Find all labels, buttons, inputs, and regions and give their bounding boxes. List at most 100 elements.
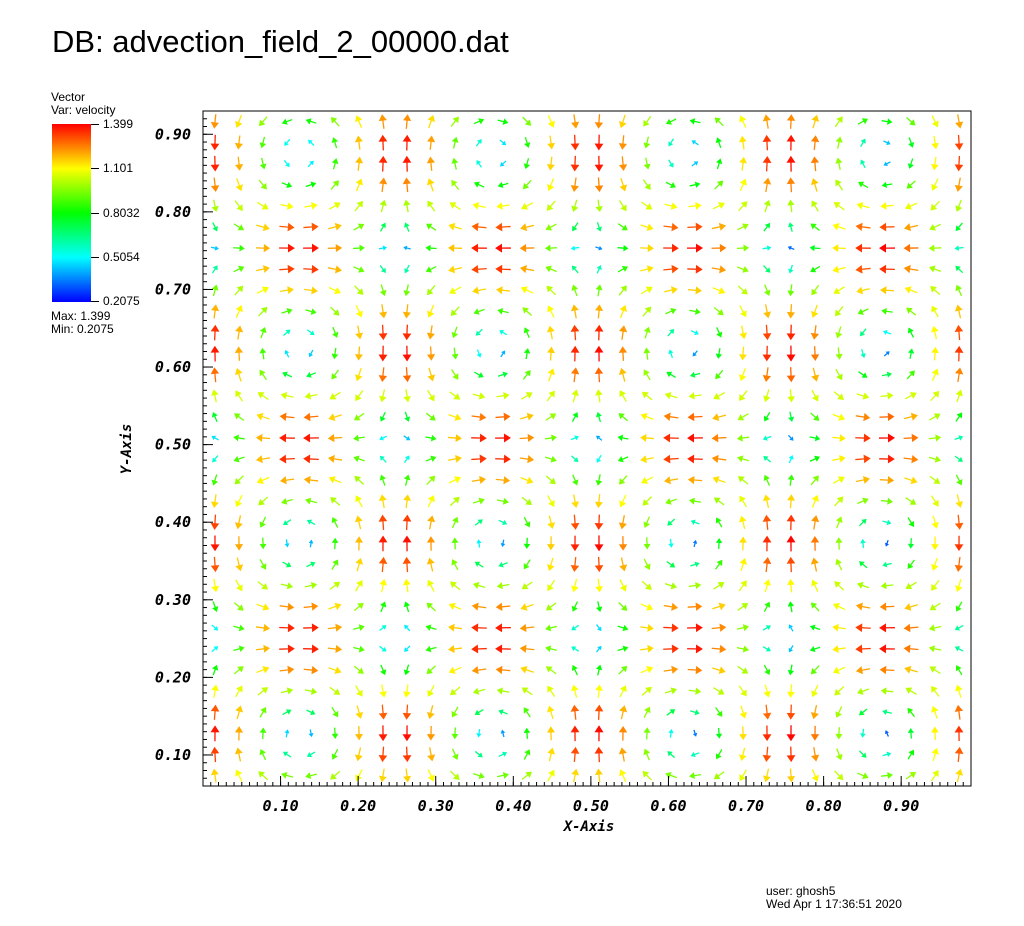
user-info: user: ghosh5 Wed Apr 1 17:36:51 2020 — [766, 885, 902, 911]
vector-arrow — [640, 223, 654, 231]
vector-arrow — [879, 222, 895, 232]
vector-arrow — [210, 746, 220, 763]
vector-arrow — [378, 155, 388, 172]
vector-arrow — [668, 138, 675, 147]
vector-arrow — [618, 114, 627, 129]
vector-arrow — [427, 769, 435, 782]
vector-arrow — [879, 476, 895, 485]
vector-arrow — [763, 684, 771, 698]
vector-arrow — [354, 285, 364, 295]
vector-arrow — [762, 704, 772, 720]
vector-arrow — [472, 497, 485, 505]
vector-arrow — [954, 367, 964, 383]
vector-arrow — [739, 515, 747, 530]
vector-arrow — [448, 222, 462, 231]
vector-arrow — [832, 455, 846, 463]
vector-arrow — [857, 687, 870, 695]
vector-arrow — [233, 434, 245, 442]
vector-arrow — [378, 245, 388, 251]
vector-arrow — [856, 392, 870, 400]
vector-arrow — [762, 535, 772, 552]
vector-arrow — [855, 454, 871, 464]
vector-arrow — [810, 156, 820, 172]
vector-arrow — [811, 200, 819, 212]
vector-arrow — [810, 223, 820, 231]
vector-arrow — [404, 645, 411, 652]
vector-arrow — [856, 286, 870, 295]
vector-arrow — [471, 602, 487, 611]
x-tick-label: 0.90 — [883, 797, 919, 815]
vector-arrow — [496, 771, 509, 779]
vector-arrow — [832, 413, 846, 421]
vector-arrow — [519, 644, 535, 653]
vector-arrow — [425, 624, 437, 631]
vector-arrow — [474, 371, 484, 378]
vector-arrow — [234, 515, 243, 530]
vector-arrow — [500, 539, 506, 548]
vector-arrow — [687, 433, 703, 443]
vector-arrow — [762, 156, 772, 172]
vector-arrow — [499, 330, 508, 336]
vector-arrow — [834, 116, 843, 128]
vector-arrow — [280, 687, 294, 695]
vector-arrow — [378, 134, 388, 151]
vector-arrow — [283, 159, 290, 168]
vector-arrow — [520, 286, 534, 294]
vector-arrow — [954, 134, 964, 151]
vector-arrow — [471, 433, 487, 443]
vector-arrow — [738, 476, 749, 485]
vector-arrow — [931, 557, 939, 571]
vector-arrow — [809, 244, 821, 252]
vector-arrow — [496, 286, 511, 295]
vector-arrow — [328, 222, 342, 231]
vector-arrow — [355, 579, 363, 592]
vector-arrow — [545, 645, 557, 653]
vector-arrow — [355, 705, 364, 719]
vector-arrow — [810, 536, 820, 551]
vector-arrow — [259, 707, 267, 718]
vector-arrow — [882, 561, 892, 568]
vector-arrow — [471, 666, 487, 675]
vector-arrow — [257, 687, 269, 696]
vector-arrow — [786, 177, 796, 193]
vector-arrow — [546, 156, 555, 171]
vector-arrow — [210, 345, 220, 362]
vector-arrow — [523, 559, 531, 570]
vector-arrow — [427, 200, 436, 212]
vector-arrow — [379, 625, 387, 631]
vector-arrow — [570, 245, 580, 251]
vector-arrow — [737, 285, 748, 295]
vector-arrow — [211, 304, 220, 319]
vector-arrow — [762, 245, 772, 251]
vector-arrow — [571, 265, 579, 274]
vector-arrow — [879, 243, 896, 253]
vector-arrow — [903, 243, 919, 253]
vector-arrow — [545, 666, 557, 675]
vector-arrow — [523, 327, 530, 339]
vector-arrow — [739, 115, 747, 128]
vector-arrow — [596, 454, 602, 463]
vector-arrow — [832, 434, 846, 442]
vector-arrow — [211, 284, 219, 297]
vector-arrow — [641, 201, 653, 210]
vector-arrow — [618, 665, 628, 675]
vector-arrow — [640, 603, 654, 611]
vector-arrow — [594, 556, 604, 573]
vector-arrow — [451, 369, 459, 380]
vector-arrow — [570, 746, 580, 763]
vector-arrow — [640, 244, 654, 253]
vector-arrow — [259, 116, 268, 127]
vector-arrow — [571, 684, 579, 698]
vector-arrow — [259, 157, 267, 170]
vector-arrow — [954, 345, 964, 362]
vector-arrow — [955, 199, 963, 212]
vector-arrow — [880, 582, 894, 590]
y-tick-label: 0.20 — [155, 668, 191, 686]
vector-arrow — [426, 602, 436, 612]
vector-arrow — [235, 494, 243, 508]
vector-arrow — [788, 264, 794, 274]
vector-arrow — [448, 265, 462, 274]
vector-arrow — [354, 200, 364, 212]
x-tick-label: 0.70 — [728, 797, 764, 815]
vector-arrow — [306, 329, 315, 336]
